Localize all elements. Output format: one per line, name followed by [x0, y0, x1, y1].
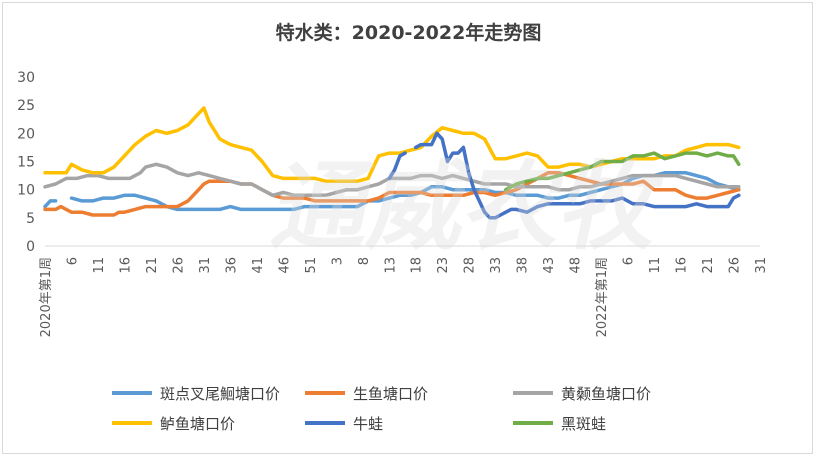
series-line-5 [387, 131, 741, 220]
x-tick-label: 2020年第1周 [39, 257, 54, 337]
x-tick-label: 26 [728, 257, 743, 274]
x-tick-label: 21 [701, 257, 716, 274]
watermark: 通威农牧 [264, 151, 673, 260]
x-tick-label: 2022年第1周 [595, 257, 610, 337]
y-tick-label: 20 [17, 126, 35, 142]
x-tick-label: 6 [622, 257, 637, 265]
legend-swatch [305, 391, 345, 395]
x-tick-label: 43 [542, 257, 557, 274]
series-line-6 [504, 151, 741, 192]
legend-label: 斑点叉尾鮰塘口价 [160, 384, 281, 403]
x-tick-label: 38 [516, 257, 531, 274]
x-tick-label: 13 [383, 257, 398, 274]
y-tick-label: 30 [17, 70, 35, 86]
x-tick-label: 3 [330, 257, 345, 265]
series-line-2 [43, 171, 741, 217]
y-tick-label: 0 [26, 239, 35, 255]
x-tick-label: 21 [145, 257, 160, 274]
x-tick-label: 11 [92, 257, 107, 274]
x-tick-label: 31 [198, 257, 213, 274]
x-tick-label: 48 [569, 257, 584, 274]
y-tick-label: 15 [17, 155, 35, 171]
legend-item: 牛蛙 [305, 414, 384, 433]
y-tick-label: 25 [17, 98, 35, 114]
chart-title: 特水类：2020-2022年走势图 [275, 22, 542, 44]
x-tick-label: 8 [357, 257, 372, 265]
legend-swatch [513, 421, 553, 425]
series-line-1 [43, 171, 741, 212]
legend-item: 黑斑蛙 [513, 414, 607, 433]
x-tick-label: 11 [648, 257, 663, 274]
x-tick-label: 26 [171, 257, 186, 274]
x-tick-label: 23 [436, 257, 451, 274]
legend-swatch [513, 391, 553, 395]
legend-label: 黑斑蛙 [561, 414, 607, 433]
x-tick-label: 36 [224, 257, 239, 274]
series-line-4 [43, 106, 741, 183]
legend-label: 牛蛙 [353, 414, 384, 433]
legend-item: 生鱼塘口价 [305, 384, 429, 403]
x-tick-label: 28 [463, 257, 478, 274]
legend-swatch [305, 421, 345, 425]
x-tick-label: 16 [118, 257, 133, 274]
legend-item: 黄颡鱼塘口价 [513, 384, 652, 403]
x-tick-label: 51 [304, 257, 319, 274]
legend-swatch [112, 421, 152, 425]
svg-text:通威农牧: 通威农牧 [264, 151, 673, 260]
x-tick-label: 41 [251, 257, 266, 274]
x-tick-label: 6 [65, 257, 80, 265]
legend-label: 生鱼塘口价 [353, 384, 429, 403]
x-tick-label: 31 [754, 257, 769, 274]
y-tick-label: 10 [17, 183, 35, 199]
x-tick-label: 18 [410, 257, 425, 274]
legend-item: 鲈鱼塘口价 [112, 414, 236, 433]
x-tick-label: 46 [277, 257, 292, 274]
x-tick-label: 33 [489, 257, 504, 274]
legend-item: 斑点叉尾鮰塘口价 [112, 384, 281, 403]
chart-frame [2, 2, 813, 454]
legend-label: 鲈鱼塘口价 [160, 414, 236, 433]
y-tick-label: 5 [26, 211, 35, 227]
legend-label: 黄颡鱼塘口价 [561, 384, 652, 403]
legend-swatch [112, 391, 152, 395]
x-tick-label: 16 [675, 257, 690, 274]
